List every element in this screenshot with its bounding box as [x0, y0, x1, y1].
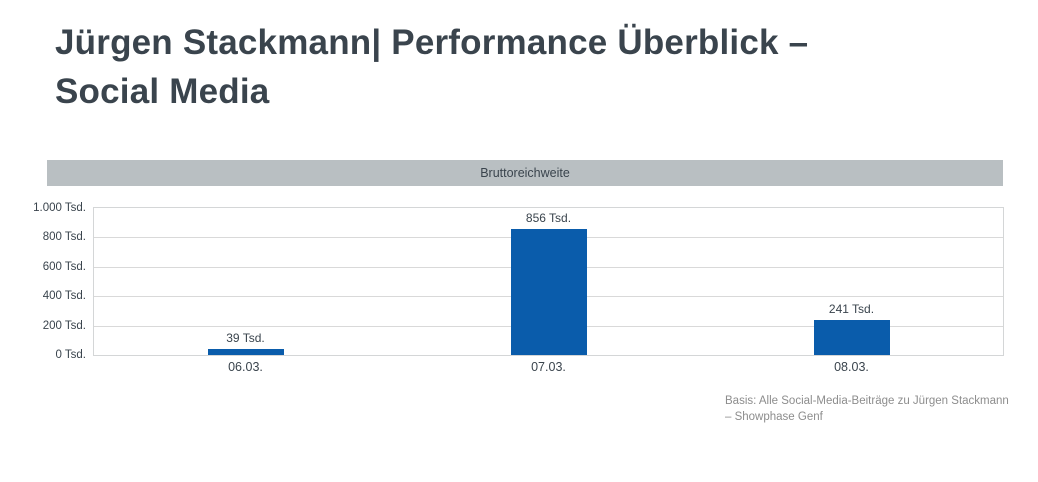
bar-value-label: 856 Tsd. [525, 211, 572, 226]
bar-value-label: 39 Tsd. [226, 331, 265, 346]
bar-value-label: 241 Tsd. [828, 301, 875, 316]
y-tick-label: 0 Tsd. [55, 349, 86, 361]
chart-title-bar: Bruttoreichweite [47, 160, 1003, 186]
source-note-line2: – Showphase Genf [725, 410, 823, 423]
bar [207, 349, 284, 355]
y-tick-label: 600 Tsd. [42, 260, 86, 273]
page-title: Jürgen Stackmann| Performance Überblick … [55, 18, 985, 116]
source-note: Basis: Alle Social-Media-Beiträge zu Jür… [725, 394, 1025, 425]
x-tick-label: 08.03. [834, 360, 869, 374]
page-title-line2: Social Media [55, 72, 270, 111]
y-tick-label: 200 Tsd. [42, 319, 86, 332]
x-tick-label: 06.03. [228, 360, 263, 374]
y-axis: 1.000 Tsd. 800 Tsd. 600 Tsd. 400 Tsd. 200 Ts… [0, 202, 86, 361]
bar [510, 229, 587, 355]
x-axis: 06.03. 07.03. 08.03. [94, 360, 1003, 380]
x-tick-label: 07.03. [531, 360, 566, 374]
chart-title-label: Bruttoreichweite [480, 166, 570, 180]
y-tick-label: 1.000 Tsd. [33, 202, 86, 214]
bar [813, 319, 890, 355]
source-note-line1: Basis: Alle Social-Media-Beiträge zu Jür… [725, 395, 1009, 407]
y-tick-label: 400 Tsd. [42, 290, 86, 303]
y-tick-label: 800 Tsd. [42, 231, 86, 244]
plot-area: 39 Tsd. 856 Tsd. 241 Tsd. [93, 207, 1004, 356]
page-title-line1: Jürgen Stackmann| Performance Überblick … [55, 23, 809, 62]
